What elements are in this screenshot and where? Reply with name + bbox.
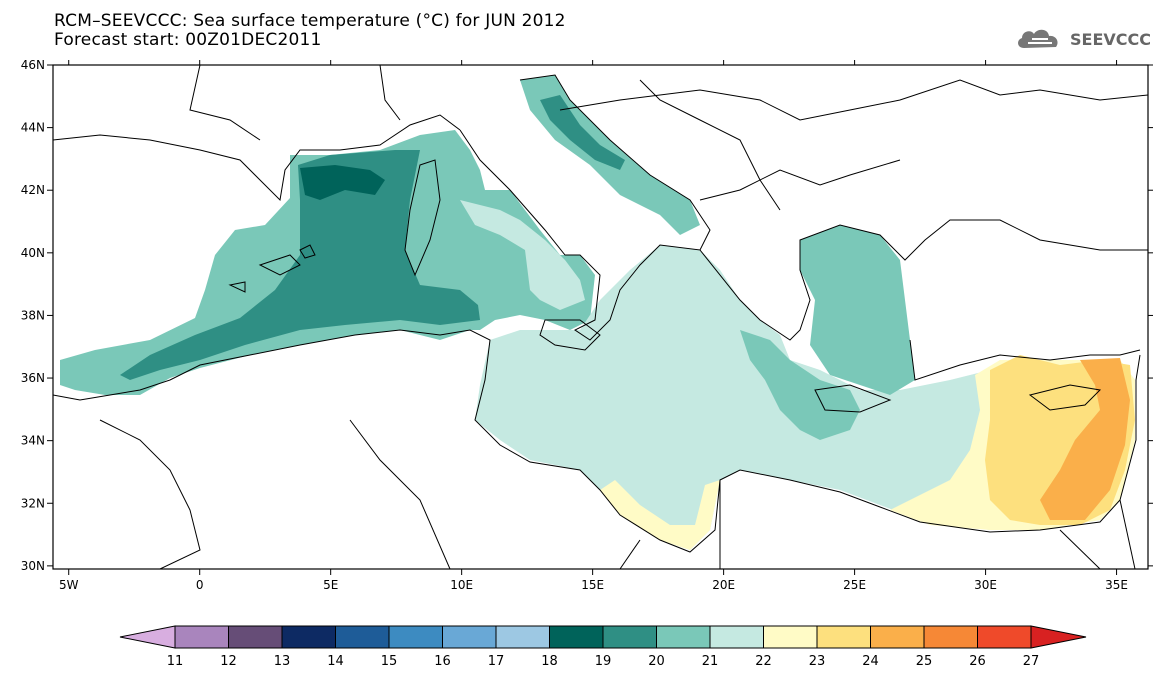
x-tick-label: 35E <box>1105 578 1128 592</box>
sst-region-aegean <box>800 225 915 395</box>
colorbar-label: 27 <box>1023 654 1040 669</box>
y-tick-label: 40N <box>21 246 45 260</box>
x-axis: 5W 0 5E 10E 15E 20E 25E 30E 35E <box>59 60 1128 592</box>
title-line-2: Forecast start: 00Z01DEC2011 <box>54 30 322 50</box>
colorbar-label: 15 <box>381 654 398 669</box>
colorbar-box <box>870 625 925 649</box>
x-tick-label: 30E <box>974 578 997 592</box>
map-title: RCM–SEEVCCC: Sea surface temperature (°C… <box>54 12 566 50</box>
colorbar-box <box>709 625 764 649</box>
x-tick-label: 10E <box>450 578 473 592</box>
colorbar-label: 23 <box>809 654 826 669</box>
y-tick-label: 32N <box>21 496 45 510</box>
x-tick-label: 5W <box>59 578 79 592</box>
x-tick-label: 0 <box>196 578 204 592</box>
colorbar-label: 17 <box>488 654 505 669</box>
colorbar-box <box>388 625 443 649</box>
x-tick-label: 5E <box>323 578 338 592</box>
y-tick-label: 42N <box>21 183 45 197</box>
sst-region-ionian-east <box>740 330 860 440</box>
colorbar-box <box>923 625 978 649</box>
colorbar-box <box>656 625 711 649</box>
sst-region-libya-coast <box>600 480 720 550</box>
y-tick-label: 38N <box>21 308 45 322</box>
sst-region-levantine-hot <box>1040 358 1130 520</box>
colorbar-label: 22 <box>755 654 772 669</box>
colorbar-box <box>281 625 336 649</box>
colorbar-label: 19 <box>595 654 612 669</box>
colorbar-label: 12 <box>220 654 237 669</box>
y-axis: 30N 32N 34N 36N 38N 40N 42N 44N 46N <box>21 58 1153 573</box>
sst-region-gulf-of-lion <box>300 165 385 200</box>
colorbar-box <box>442 625 497 649</box>
seevccc-logo: SEEVCCC <box>1014 26 1151 52</box>
x-tick-label: 15E <box>581 578 604 592</box>
title-line-1: RCM–SEEVCCC: Sea surface temperature (°C… <box>54 11 566 31</box>
colorbar-box <box>602 625 657 649</box>
colorbar-label: 14 <box>327 654 344 669</box>
colorbar-label: 21 <box>702 654 719 669</box>
colorbar-label: 26 <box>969 654 986 669</box>
colorbar-label: 25 <box>916 654 933 669</box>
colorbar-arrow-low <box>119 625 176 649</box>
colorbar-box <box>228 625 283 649</box>
logo-text: SEEVCCC <box>1070 29 1151 49</box>
cloud-icon <box>1018 29 1058 48</box>
colorbar-label: 11 <box>167 654 184 669</box>
colorbar-arrow-high <box>1030 625 1087 649</box>
colorbar-box <box>495 625 550 649</box>
coastlines <box>53 65 1148 569</box>
colorbar-box <box>816 625 871 649</box>
colorbar-box <box>549 625 604 649</box>
x-tick-label: 20E <box>712 578 735 592</box>
colorbar-label: 13 <box>274 654 291 669</box>
x-tick-label: 25E <box>843 578 866 592</box>
colorbar-label: 24 <box>862 654 879 669</box>
y-tick-label: 46N <box>21 58 45 72</box>
sst-region-adriatic-north <box>540 95 625 170</box>
sst-region-tyrrhenian <box>460 200 585 310</box>
y-tick-label: 34N <box>21 434 45 448</box>
map-frame <box>52 64 1149 570</box>
y-tick-label: 30N <box>21 559 45 573</box>
colorbar-label: 20 <box>648 654 665 669</box>
y-tick-label: 36N <box>21 371 45 385</box>
colorbar-box <box>763 625 818 649</box>
colorbar-label: 18 <box>541 654 558 669</box>
colorbar-box <box>174 625 229 649</box>
colorbar-label: 16 <box>434 654 451 669</box>
colorbar-box <box>335 625 390 649</box>
colorbar-box <box>977 625 1032 649</box>
colorbar: 11 12 13 14 15 16 17 18 19 20 21 22 23 24 25 26 27 <box>119 625 1087 669</box>
y-tick-label: 44N <box>21 121 45 135</box>
